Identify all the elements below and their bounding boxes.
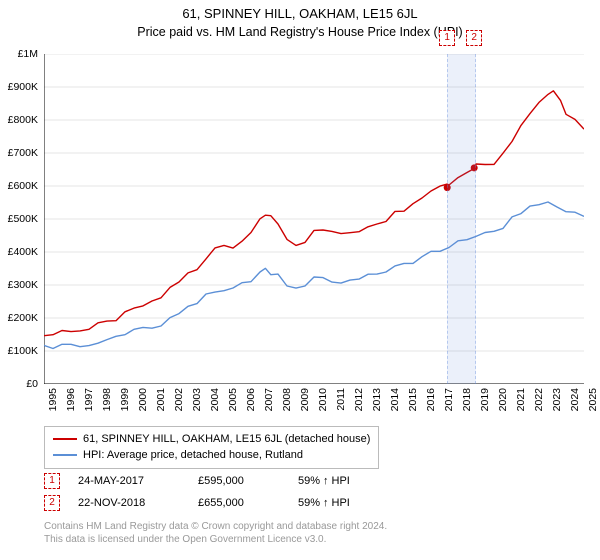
- sale-row: 2 22-NOV-2018£655,00059% ↑ HPI: [44, 492, 350, 514]
- sale-price: £655,000: [198, 497, 298, 509]
- x-axis-label: 2007: [263, 388, 275, 411]
- x-axis-label: 2000: [137, 388, 149, 411]
- x-axis-label: 1996: [65, 388, 77, 411]
- x-axis-label: 2015: [407, 388, 419, 411]
- x-axis-label: 2018: [461, 388, 473, 411]
- sale-period-band: [447, 54, 476, 384]
- x-axis-label: 2011: [335, 388, 347, 411]
- x-axis-label: 2014: [389, 388, 401, 411]
- x-axis-label: 1999: [119, 388, 131, 411]
- x-axis-label: 2019: [479, 388, 491, 411]
- x-axis-label: 2001: [155, 388, 167, 411]
- series-hpi: [44, 202, 584, 349]
- x-axis-label: 2020: [497, 388, 509, 411]
- legend-row: 61, SPINNEY HILL, OAKHAM, LE15 6JL (deta…: [53, 431, 370, 447]
- sale-row: 1 24-MAY-2017£595,00059% ↑ HPI: [44, 470, 350, 492]
- legend-row: HPI: Average price, detached house, Rutl…: [53, 447, 370, 463]
- sale-price: £595,000: [198, 475, 298, 487]
- y-axis-label: £500K: [8, 213, 38, 225]
- sale-hpi-pct: 59%: [298, 475, 320, 487]
- x-axis-label: 2013: [371, 388, 383, 411]
- sale-marker-icon: 2: [44, 495, 60, 511]
- arrow-up-icon: ↑: [323, 475, 329, 487]
- x-axis-label: 2024: [569, 388, 581, 411]
- y-axis-label: £0: [26, 378, 38, 390]
- x-axis-label: 2010: [317, 388, 329, 411]
- x-axis-label: 2006: [245, 388, 257, 411]
- x-axis-label: 2008: [281, 388, 293, 411]
- legend-swatch: [53, 438, 77, 440]
- legend-swatch: [53, 454, 77, 456]
- sale-hpi-label: HPI: [332, 475, 350, 487]
- y-axis-label: £300K: [8, 279, 38, 291]
- y-axis-label: £700K: [8, 147, 38, 159]
- sale-hpi: 59% ↑ HPI: [298, 475, 350, 487]
- footer-line-1: Contains HM Land Registry data © Crown c…: [44, 520, 387, 533]
- sale-date: 24-MAY-2017: [78, 475, 198, 487]
- footer-attribution: Contains HM Land Registry data © Crown c…: [44, 520, 387, 546]
- x-axis-label: 2003: [191, 388, 203, 411]
- x-axis-label: 2016: [425, 388, 437, 411]
- sale-hpi-pct: 59%: [298, 497, 320, 509]
- chart-svg: [44, 54, 584, 384]
- sale-marker-top: 2: [466, 30, 482, 46]
- sale-marker-icon: 1: [44, 473, 60, 489]
- x-axis-label: 2021: [515, 388, 527, 411]
- x-axis-label: 2023: [551, 388, 563, 411]
- x-axis-label: 2017: [443, 388, 455, 411]
- sale-date: 22-NOV-2018: [78, 497, 198, 509]
- x-axis-label: 1998: [101, 388, 113, 411]
- y-axis-label: £200K: [8, 312, 38, 324]
- sales-table: 1 24-MAY-2017£595,00059% ↑ HPI 2 22-NOV-201…: [44, 470, 350, 514]
- x-axis-label: 1995: [47, 388, 59, 411]
- y-axis-label: £100K: [8, 345, 38, 357]
- series-price_paid: [44, 91, 584, 336]
- chart-subtitle: Price paid vs. HM Land Registry's House …: [0, 21, 600, 39]
- chart-title: 61, SPINNEY HILL, OAKHAM, LE15 6JL: [0, 0, 600, 21]
- x-axis-label: 1997: [83, 388, 95, 411]
- y-axis-label: £1M: [18, 48, 38, 60]
- chart-container: 61, SPINNEY HILL, OAKHAM, LE15 6JL Price…: [0, 0, 600, 560]
- legend-label: 61, SPINNEY HILL, OAKHAM, LE15 6JL (deta…: [83, 431, 370, 447]
- footer-line-2: This data is licensed under the Open Gov…: [44, 533, 387, 546]
- chart-area: £0£100K£200K£300K£400K£500K£600K£700K£80…: [44, 54, 584, 384]
- legend-label: HPI: Average price, detached house, Rutl…: [83, 447, 303, 463]
- x-axis-label: 2002: [173, 388, 185, 411]
- x-axis-label: 2025: [587, 388, 599, 411]
- x-axis-label: 2009: [299, 388, 311, 411]
- x-axis-label: 2004: [209, 388, 221, 411]
- x-axis-label: 2012: [353, 388, 365, 411]
- y-axis-label: £900K: [8, 81, 38, 93]
- sale-hpi-label: HPI: [332, 497, 350, 509]
- y-axis-label: £800K: [8, 114, 38, 126]
- y-axis-label: £400K: [8, 246, 38, 258]
- y-axis-label: £600K: [8, 180, 38, 192]
- sale-hpi: 59% ↑ HPI: [298, 497, 350, 509]
- legend: 61, SPINNEY HILL, OAKHAM, LE15 6JL (deta…: [44, 426, 379, 469]
- arrow-up-icon: ↑: [323, 497, 329, 509]
- sale-marker-top: 1: [439, 30, 455, 46]
- x-axis-label: 2005: [227, 388, 239, 411]
- x-axis-label: 2022: [533, 388, 545, 411]
